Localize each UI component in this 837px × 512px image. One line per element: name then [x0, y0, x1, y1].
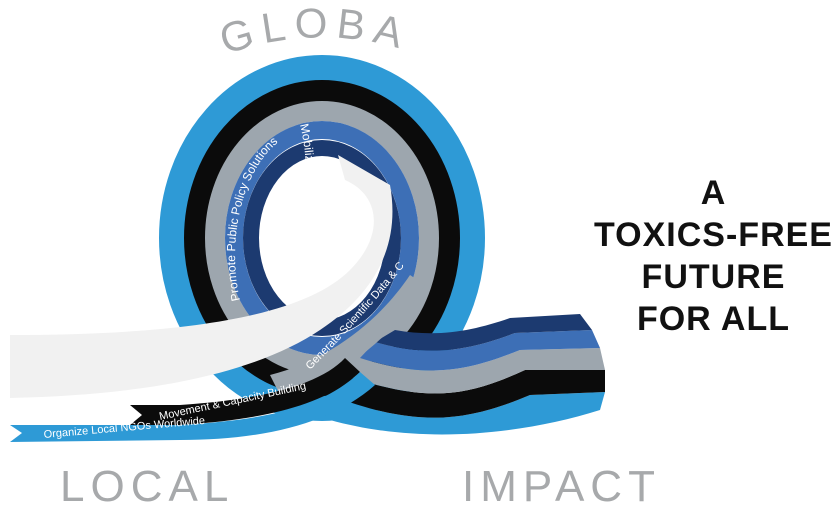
- band-tail-black: [330, 370, 605, 418]
- band-tail-mid-blue: [360, 330, 600, 371]
- headline-line-4: FOR ALL: [636, 300, 791, 338]
- headline-line-1: A: [700, 174, 727, 212]
- word-global: GLOBAL: [0, 0, 415, 63]
- white-sweep-arrow: [10, 155, 393, 398]
- word-impact: IMPACT: [462, 462, 661, 511]
- word-local: LOCAL: [60, 462, 235, 511]
- band-tail-light-blue: [330, 392, 605, 435]
- band-tail-gray: [345, 348, 605, 394]
- headline-line-3: FUTURE: [641, 258, 786, 296]
- band-left-black: [130, 358, 360, 425]
- headline: A TOXICS-FREE FUTURE FOR ALL: [590, 172, 837, 340]
- band-mid-blue-loop: [225, 121, 419, 355]
- band-left-light-blue: [10, 372, 375, 442]
- band-left-gray: [270, 275, 425, 395]
- band-tail-navy: [375, 314, 592, 351]
- word-global-text: GLOBAL: [0, 0, 407, 63]
- headline-line-2: TOXICS-FREE: [594, 216, 833, 254]
